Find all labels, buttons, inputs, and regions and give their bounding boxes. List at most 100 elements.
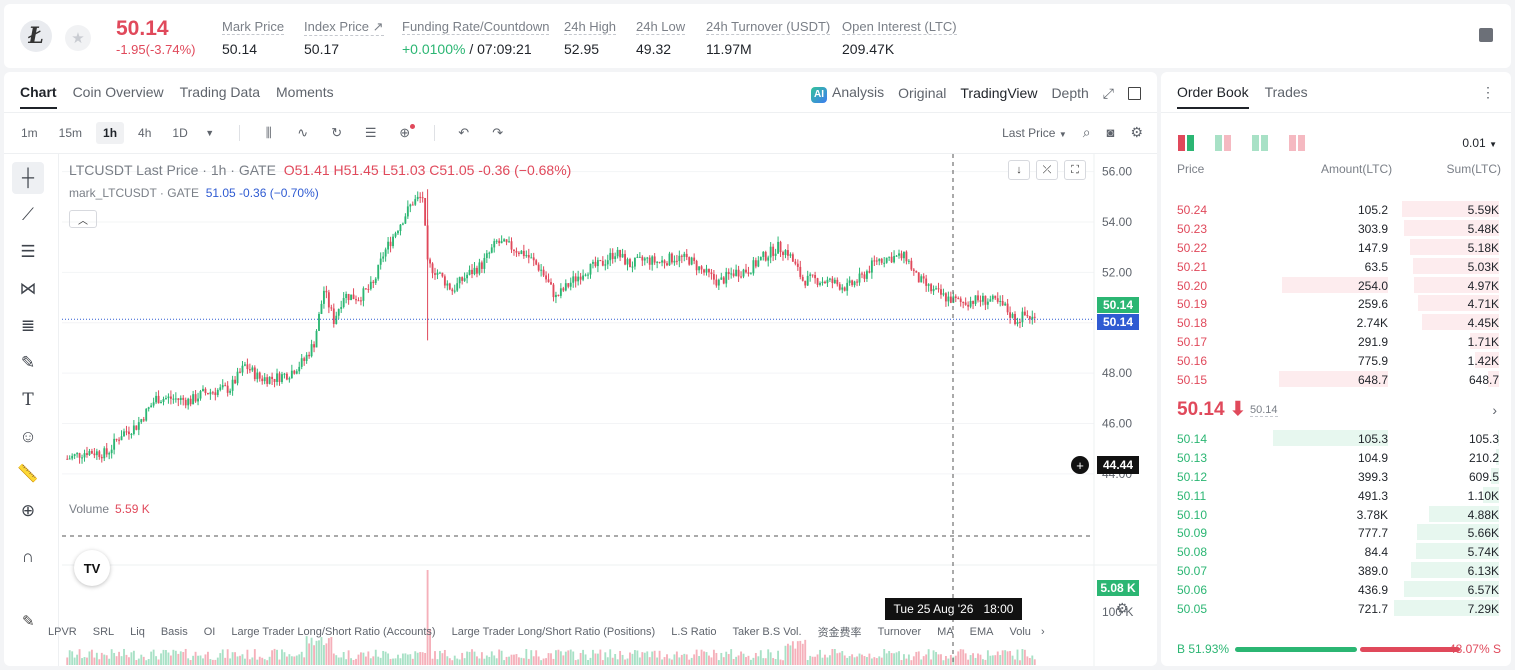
chevron-right-icon[interactable]: › bbox=[1492, 402, 1497, 418]
chart-settings-icon[interactable]: ⚙ bbox=[1116, 600, 1129, 616]
bid-row[interactable]: 50.06 436.9 6.57K bbox=[1161, 580, 1511, 599]
scroll-right-icon[interactable]: › bbox=[1040, 626, 1045, 638]
candle-body bbox=[833, 279, 836, 284]
indicator-1[interactable]: SRL bbox=[92, 626, 115, 638]
indicator-7[interactable]: L.S Ratio bbox=[671, 626, 717, 638]
both-sides-icon[interactable] bbox=[1178, 135, 1195, 151]
ask-row[interactable]: 50.17 291.9 1.71K bbox=[1161, 332, 1511, 351]
emoji-icon[interactable]: ☺ bbox=[19, 427, 37, 446]
bid-price: 50.05 bbox=[1177, 602, 1208, 617]
add-indicator-icon[interactable]: ⊕ bbox=[397, 124, 415, 140]
tab-trading-data[interactable]: Trading Data bbox=[179, 84, 261, 100]
parallel-lines-icon[interactable]: ☰ bbox=[20, 242, 36, 261]
indicator-10[interactable]: Turnover bbox=[877, 626, 922, 638]
indicator-5[interactable]: Large Trader Long/Short Ratio (Accounts) bbox=[231, 626, 436, 638]
analysis-button[interactable]: AI Analysis bbox=[811, 84, 884, 103]
brush-icon[interactable]: ✎ bbox=[20, 353, 36, 372]
bid-row[interactable]: 50.11 491.3 1.10K bbox=[1161, 486, 1511, 505]
zoom-in-icon[interactable]: ⊕ bbox=[20, 501, 36, 520]
indicators-icon[interactable]: ∿ bbox=[297, 125, 309, 140]
tab-moments[interactable]: Moments bbox=[276, 84, 334, 100]
bid-row[interactable]: 50.12 399.3 609.5 bbox=[1161, 467, 1511, 486]
timeframe-1m[interactable]: 1m bbox=[21, 126, 38, 140]
indicator-6[interactable]: Large Trader Long/Short Ratio (Positions… bbox=[451, 626, 656, 638]
view-depth[interactable]: Depth bbox=[1051, 85, 1089, 102]
indicator-12[interactable]: EMA bbox=[969, 626, 994, 638]
text-icon[interactable]: T bbox=[22, 390, 34, 410]
indicator-13[interactable]: Volu bbox=[1009, 626, 1031, 638]
tab-order-book[interactable]: Order Book bbox=[1177, 84, 1249, 109]
candle-body bbox=[727, 271, 730, 275]
magnet-icon[interactable]: ∩ bbox=[21, 547, 35, 566]
indicator-9[interactable]: 资金费率 bbox=[817, 627, 862, 639]
stat-index-price[interactable]: Index Price ↗ 50.17 bbox=[304, 19, 384, 57]
more-options-icon[interactable]: ⋮ bbox=[1481, 84, 1495, 100]
redo-icon[interactable]: ↷ bbox=[492, 125, 504, 140]
ruler-icon[interactable]: 📏 bbox=[17, 464, 39, 483]
gear-icon[interactable]: ⚙ bbox=[1130, 124, 1143, 140]
collapse-legend-button[interactable]: ︿ bbox=[69, 210, 97, 228]
bids-only-icon[interactable] bbox=[1252, 135, 1269, 151]
ask-row[interactable]: 50.18 2.74K 4.45K bbox=[1161, 313, 1511, 332]
scroll-down-icon[interactable]: ↓ bbox=[1008, 160, 1030, 180]
add-alert-icon[interactable]: + bbox=[1071, 456, 1089, 474]
ask-row[interactable]: 50.24 105.2 5.59K bbox=[1161, 200, 1511, 219]
indicator-3[interactable]: Basis bbox=[160, 626, 188, 638]
collapse-icon[interactable]: ⤫ bbox=[1036, 160, 1058, 180]
templates-icon[interactable]: ☰ bbox=[364, 125, 377, 140]
bid-row[interactable]: 50.09 777.7 5.66K bbox=[1161, 523, 1511, 542]
bid-row[interactable]: 50.08 84.4 5.74K bbox=[1161, 542, 1511, 561]
timeframe-4h[interactable]: 4h bbox=[138, 126, 152, 140]
view-tradingview[interactable]: TradingView bbox=[960, 85, 1038, 102]
window-icon[interactable] bbox=[1128, 86, 1141, 100]
ask-row[interactable]: 50.21 63.5 5.03K bbox=[1161, 257, 1511, 276]
bid-row[interactable]: 50.14 105.3 105.3 bbox=[1161, 429, 1511, 448]
ask-row[interactable]: 50.19 259.6 4.71K bbox=[1161, 294, 1511, 313]
bid-row[interactable]: 50.07 389.0 6.13K bbox=[1161, 561, 1511, 580]
tab-chart[interactable]: Chart bbox=[20, 84, 57, 109]
timeframe-1d[interactable]: 1D bbox=[172, 126, 188, 140]
indicator-8[interactable]: Taker B.S Vol. bbox=[732, 626, 802, 638]
fullscreen-icon[interactable]: ⛶ bbox=[1064, 160, 1086, 180]
refresh-icon[interactable]: ↻ bbox=[331, 125, 343, 140]
chevron-down-icon[interactable]: ▼ bbox=[205, 128, 215, 138]
book-icon[interactable] bbox=[1479, 28, 1493, 42]
last-price-select[interactable]: Last Price ▼ bbox=[1002, 125, 1067, 140]
search-icon[interactable]: ⌕ bbox=[1082, 124, 1091, 140]
indicator-2[interactable]: Liq bbox=[130, 626, 145, 638]
ask-row[interactable]: 50.20 254.0 4.97K bbox=[1161, 276, 1511, 295]
undo-icon[interactable]: ↶ bbox=[458, 125, 470, 140]
bid-row[interactable]: 50.10 3.78K 4.88K bbox=[1161, 505, 1511, 524]
indicator-11[interactable]: MA bbox=[937, 626, 954, 638]
tradingview-logo-icon[interactable]: TV bbox=[74, 550, 110, 586]
favorite-star-icon[interactable]: ★ bbox=[65, 25, 91, 51]
candle-body bbox=[295, 371, 298, 374]
precision-select[interactable]: 0.01 ▼ bbox=[1462, 136, 1497, 150]
bid-row[interactable]: 50.05 721.7 7.29K bbox=[1161, 599, 1511, 618]
crosshair-icon[interactable]: ┼ bbox=[12, 162, 44, 194]
ask-row[interactable]: 50.15 648.7 648.7 bbox=[1161, 370, 1511, 389]
view-original[interactable]: Original bbox=[898, 85, 947, 102]
pattern-icon[interactable]: ⋈ bbox=[19, 279, 37, 298]
indicator-0[interactable]: LPVR bbox=[48, 626, 77, 638]
tab-coin-overview[interactable]: Coin Overview bbox=[72, 84, 164, 100]
timeframe-1h[interactable]: 1h bbox=[96, 122, 125, 144]
indicator-4[interactable]: OI bbox=[203, 626, 216, 638]
candle-type-icon[interactable]: ⫼ bbox=[265, 125, 272, 140]
tab-trades[interactable]: Trades bbox=[1264, 84, 1308, 100]
pencil-icon[interactable]: ✎ bbox=[22, 613, 35, 630]
camera-icon[interactable]: ◙ bbox=[1106, 125, 1115, 140]
ask-row[interactable]: 50.23 303.9 5.48K bbox=[1161, 219, 1511, 238]
volume-bar bbox=[932, 650, 935, 665]
expand-icon[interactable]: ⤢ bbox=[1102, 84, 1114, 101]
ask-row[interactable]: 50.22 147.9 5.18K bbox=[1161, 238, 1511, 257]
layout-icon[interactable] bbox=[1215, 135, 1232, 151]
timeframe-15m[interactable]: 15m bbox=[58, 126, 83, 140]
chart-right-toolbar: Last Price ▼ ⌕ ◙ ⚙ bbox=[1002, 124, 1143, 141]
fib-icon[interactable]: ≣ bbox=[20, 316, 36, 335]
bid-row[interactable]: 50.13 104.9 210.2 bbox=[1161, 448, 1511, 467]
trendline-icon[interactable]: ⟋ bbox=[22, 205, 34, 224]
ask-row[interactable]: 50.16 775.9 1.42K bbox=[1161, 351, 1511, 370]
asks-only-icon[interactable] bbox=[1289, 135, 1306, 151]
